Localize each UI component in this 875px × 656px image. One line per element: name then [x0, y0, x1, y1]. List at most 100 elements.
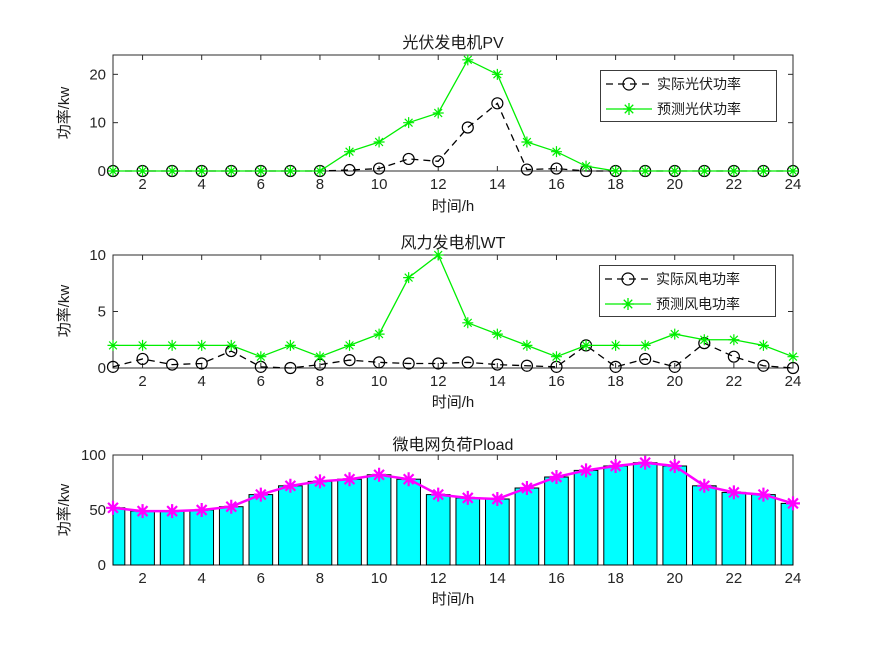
circle-marker [786, 361, 800, 375]
x-tick-label: 6 [257, 176, 265, 193]
bar [396, 478, 421, 566]
asterisk-marker [255, 165, 267, 177]
x-tick-label: 16 [548, 570, 565, 587]
asterisk-marker [314, 351, 326, 363]
circle-marker [343, 353, 356, 367]
bar [485, 498, 510, 566]
asterisk-marker [283, 478, 298, 493]
asterisk-marker [757, 165, 769, 177]
x-tick-label: 14 [489, 373, 506, 390]
bar [159, 510, 185, 566]
legend-entry: 实际风电功率 [600, 266, 775, 291]
asterisk-marker [490, 492, 505, 506]
asterisk-marker [521, 339, 533, 351]
y-tick-label: 5 [98, 304, 106, 321]
asterisk-marker [284, 165, 296, 177]
circle-marker [727, 350, 740, 363]
asterisk-marker [165, 504, 180, 519]
asterisk-marker [638, 455, 653, 470]
asterisk-marker [580, 339, 592, 351]
asterisk-marker [373, 136, 385, 148]
asterisk-marker [491, 328, 503, 340]
asterisk-marker [137, 339, 149, 351]
circle-marker [432, 155, 445, 168]
bar [248, 494, 274, 566]
asterisk-marker [166, 339, 178, 351]
circle-marker [491, 97, 504, 110]
asterisk-marker [669, 328, 681, 340]
x-tick-label: 16 [548, 373, 565, 390]
x-tick-label: 8 [316, 176, 324, 193]
series-0 [106, 337, 800, 375]
bar [112, 507, 126, 566]
pload-title: 微电网负荷Pload [392, 437, 514, 454]
asterisk-marker [728, 334, 740, 346]
asterisk-marker [431, 487, 446, 502]
circle-marker [284, 361, 297, 375]
legend-label: 实际风电功率 [656, 270, 740, 287]
asterisk-marker [698, 334, 710, 346]
asterisk-marker [697, 478, 712, 493]
y-tick-label: 0 [98, 163, 106, 180]
x-tick-label: 6 [257, 570, 265, 587]
x-tick-label: 8 [316, 373, 324, 390]
asterisk-marker [344, 339, 356, 351]
asterisk-marker [255, 351, 267, 363]
bar [307, 480, 333, 566]
asterisk-marker [521, 136, 533, 148]
bar [544, 476, 569, 566]
wt-x-axis-label: 时间/h [431, 394, 475, 411]
asterisk-marker [757, 339, 769, 351]
asterisk-marker [698, 165, 710, 177]
bar [130, 510, 155, 566]
circle-marker [195, 357, 208, 370]
circle-marker [520, 163, 534, 176]
circle-marker [372, 162, 386, 175]
asterisk-marker [580, 160, 592, 172]
x-tick-label: 12 [430, 373, 447, 390]
circle-marker [491, 358, 504, 371]
asterisk-marker [787, 351, 799, 363]
wt-legend: 实际风电功率 预测风电功率 [599, 265, 776, 317]
asterisk-marker [608, 459, 623, 473]
x-tick-label: 10 [371, 570, 388, 587]
bar [751, 494, 776, 566]
bar [780, 502, 794, 566]
bar [514, 487, 540, 566]
asterisk-marker [344, 146, 356, 158]
circle-marker [639, 352, 652, 366]
x-tick-label: 2 [138, 373, 146, 390]
asterisk-marker [550, 146, 562, 158]
x-tick-label: 24 [785, 570, 802, 587]
x-tick-label: 22 [726, 373, 743, 390]
load-bars [112, 462, 794, 566]
asterisk-marker [460, 490, 475, 505]
asterisk-marker [107, 339, 119, 351]
y-tick-label: 20 [89, 66, 106, 83]
asterisk-marker [787, 165, 799, 177]
asterisk-marker [373, 328, 385, 340]
x-tick-label: 24 [785, 176, 802, 193]
pload-x-axis-label: 时间/h [431, 591, 475, 608]
asterisk-marker [462, 54, 474, 66]
legend-label: 预测光伏功率 [657, 100, 741, 117]
actual-pv-line-icon [606, 77, 652, 91]
x-tick-label: 18 [607, 176, 624, 193]
x-tick-label: 12 [430, 570, 447, 587]
wt-title: 风力发电机WT [400, 235, 506, 252]
y-tick-label: 0 [98, 557, 106, 574]
asterisk-marker [579, 463, 594, 478]
circle-marker [136, 352, 149, 366]
predicted-pv-line-icon [606, 103, 652, 115]
asterisk-marker [623, 103, 635, 115]
x-tick-label: 16 [548, 176, 565, 193]
series-1 [107, 54, 799, 177]
asterisk-marker [106, 500, 120, 515]
x-tick-label: 18 [607, 570, 624, 587]
circle-marker [343, 163, 356, 177]
circle-marker [432, 357, 445, 370]
x-tick-label: 22 [726, 176, 743, 193]
